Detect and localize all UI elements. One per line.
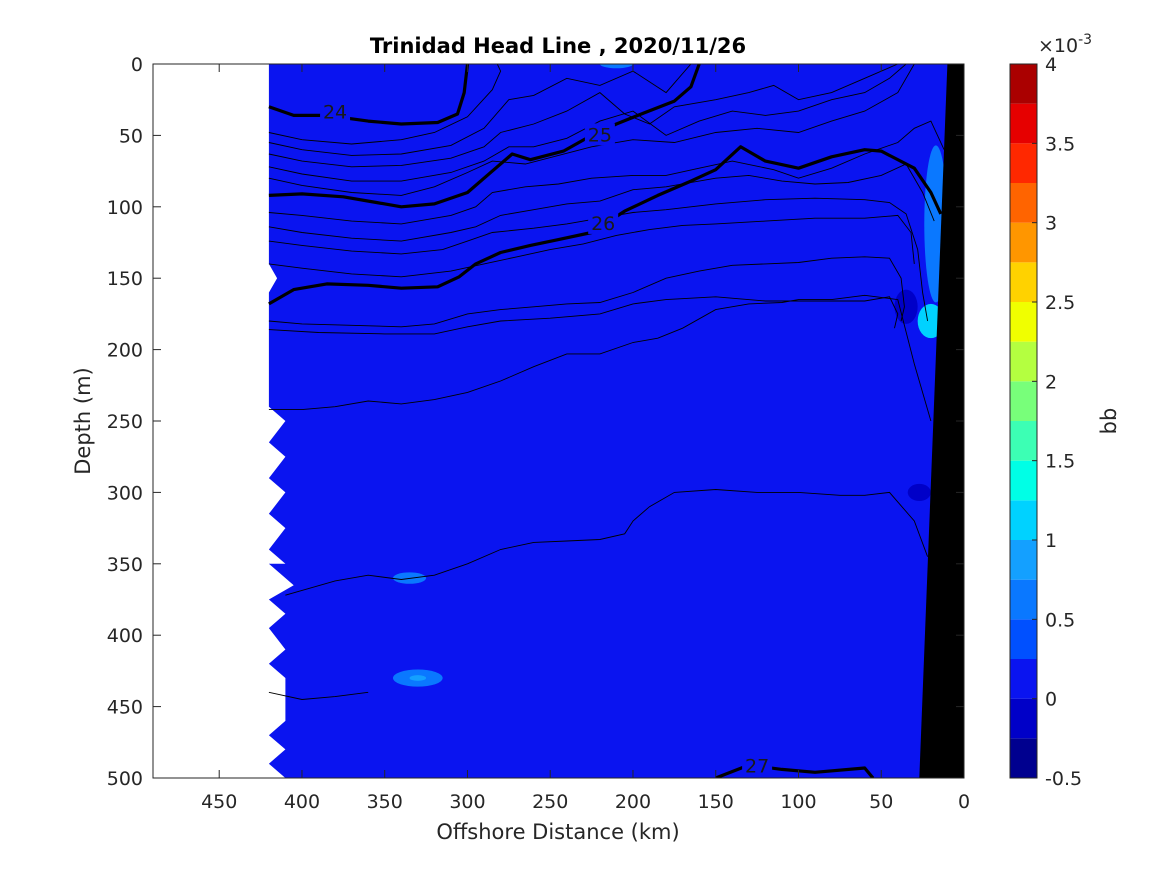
field-patch [894,289,918,324]
chart-title: Trinidad Head Line , 2020/11/26 [370,34,746,58]
contour-line [268,691,369,700]
x-axis-label: Offshore Distance (km) [436,820,679,844]
y-tick-label: 150 [107,268,143,290]
x-tick-label: 350 [367,791,403,813]
colorbar-swatch [1010,302,1037,342]
contour-label-bg [584,123,615,146]
colorbar-swatch [1010,64,1037,104]
contour-line [268,64,907,182]
colorbar-tick-label: 2.5 [1045,292,1075,314]
y-tick-label: 200 [107,340,143,362]
field-patch [409,675,427,681]
colorbar-swatch [1010,341,1037,382]
contour-line [268,163,935,242]
colorbar-swatch [1010,421,1037,461]
contour-line-major [268,145,943,306]
colorbar-tick-label: -0.5 [1045,768,1082,790]
colorbar-swatch [1010,103,1037,144]
data-field [268,64,964,778]
y-tick-label: 350 [107,554,143,576]
contour-label-bg [742,754,773,777]
colorbar-swatch [1010,381,1037,421]
colorbar-swatch [1010,579,1037,620]
contour-label: 26 [591,213,615,235]
contour-line-major [268,64,701,209]
colorbar-tick-label: 1.5 [1045,451,1075,473]
colorbar-tick-label: 2 [1045,371,1057,393]
y-tick-label: 250 [107,411,143,433]
colorbar-swatch [1010,183,1037,223]
colorbar-swatch [1010,500,1037,540]
contour-line [268,64,915,196]
colorbar-tick-label: 3 [1045,213,1057,235]
contour-label-bg [320,100,351,123]
x-tick-label: 250 [532,791,568,813]
y-tick-label: 0 [131,54,143,76]
contour-line [268,64,502,145]
contour-label: 24 [323,102,347,124]
x-axis-ticks: 450 400 350 300 250 200 150 100 50 0 [201,64,970,813]
colorbar-swatch [1010,659,1037,699]
contour-lines [268,64,945,778]
contour-label-bg [588,211,619,234]
y-axis-ticks: 0 50 100 150 200 250 300 350 400 450 500 [107,54,964,790]
colorbar-swatch [1010,738,1037,778]
y-tick-label: 500 [107,768,143,790]
y-tick-label: 100 [107,197,143,219]
colorbar-swatch [1010,460,1037,501]
contour-line [268,120,945,225]
contour-line [268,294,932,422]
contour-line [268,296,899,335]
field-patch [599,64,633,69]
data-region [268,64,964,778]
y-tick-label: 300 [107,482,143,504]
x-tick-label: 150 [698,791,734,813]
x-tick-label: 450 [201,791,237,813]
colorbar-tick-label: 3.5 [1045,133,1075,155]
contour-line [268,197,929,322]
x-tick-label: 200 [615,791,651,813]
colorbar-swatch [1010,143,1037,183]
y-tick-label: 50 [119,125,143,147]
contour-line [268,256,905,328]
colorbar-multiplier: ×10-3 [1038,32,1092,57]
colorbar-swatch [1010,619,1037,659]
x-tick-label: 0 [958,791,970,813]
colorbar-tick-label: 1 [1045,530,1057,552]
x-tick-label: 300 [449,791,485,813]
colorbar-exponent: -3 [1078,32,1092,48]
contour-labels: 24 25 26 27 [320,100,773,778]
colorbar-label: bb [1097,408,1121,435]
x-tick-label: 400 [284,791,320,813]
contour-line [268,64,898,168]
colorbar-swatch [1010,698,1037,739]
contour-label: 27 [745,756,769,778]
colorbar-frame [1009,63,1038,779]
contour-line [268,214,915,278]
colorbar-tick-label: 0.5 [1045,609,1075,631]
y-axis-label: Depth (m) [71,367,95,474]
colorbar-ticks: -0.5 0 0.5 1 1.5 2 2.5 3 3.5 4 [1032,54,1082,790]
contour-line-major [268,64,470,126]
colorbar-swatch [1010,222,1037,263]
field-patch [907,483,931,501]
x-tick-label: 50 [869,791,893,813]
colorbar-swatch [1010,262,1037,302]
colorbar-multiplier-base: ×10 [1038,35,1078,57]
colorbar-swatches [1010,64,1037,778]
x-tick-label: 100 [780,791,816,813]
y-tick-label: 400 [107,625,143,647]
contour-label: 25 [588,124,612,146]
colorbar: -0.5 0 0.5 1 1.5 2 2.5 3 3.5 4 ×10-3 bb [1009,32,1121,790]
bathymetry [919,64,964,778]
contour-line [285,489,929,596]
colorbar-tick-label: 0 [1045,689,1057,711]
colorbar-tick-label: 4 [1045,54,1057,76]
colorbar-swatch [1010,540,1037,580]
y-tick-label: 450 [107,697,143,719]
